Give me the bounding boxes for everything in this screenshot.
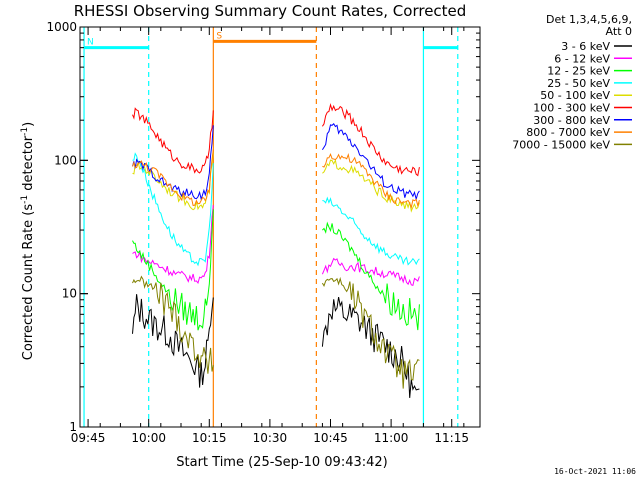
- series-4-segment-0: [132, 152, 214, 211]
- legend-label-1: 6 - 12 keV: [554, 52, 610, 65]
- x-axis-label: Start Time (25-Sep-10 09:43:42): [176, 455, 387, 470]
- x-tick-label-0: 09:45: [71, 431, 106, 445]
- legend-label-8: 7000 - 15000 keV: [512, 138, 610, 151]
- x-tick-label-3: 10:30: [253, 431, 288, 445]
- y-axis-label: Corrected Count Rate (s-1 detector-1): [20, 122, 36, 360]
- legend-label-2: 12 - 25 keV: [547, 65, 610, 78]
- axes: 1 10 100 1000 09:45 10:00 10:15 10:30 10:45 11:00…: [46, 20, 481, 445]
- series-1-segment-1: [321, 257, 420, 287]
- series-8: [132, 275, 420, 389]
- legend-header-attenuator: Att 0: [606, 25, 632, 38]
- legend-label-0: 3 - 6 keV: [561, 40, 610, 53]
- series-8-segment-1: [321, 276, 420, 389]
- y-tick-label-3: 1000: [46, 20, 77, 34]
- annotation-label-0: N: [87, 38, 94, 48]
- series-2-segment-1: [322, 221, 420, 331]
- series-5-segment-1: [321, 103, 420, 177]
- x-tick-label-4: 10:45: [313, 431, 348, 445]
- series-6-segment-1: [321, 123, 420, 202]
- series-3: [132, 152, 420, 267]
- series-5-segment-0: [132, 107, 214, 174]
- legend-label-3: 25 - 50 keV: [547, 77, 610, 90]
- series-1-segment-0: [132, 204, 214, 284]
- series-1: [132, 204, 420, 287]
- series-7-segment-1: [322, 152, 420, 210]
- chart-title: RHESSI Observing Summary Count Rates, Co…: [74, 2, 467, 20]
- series-0-segment-0: [132, 294, 214, 388]
- series-4-segment-1: [322, 158, 420, 213]
- series-5: [132, 103, 420, 177]
- plot-area: NS: [83, 27, 459, 427]
- series-6: [132, 123, 420, 202]
- legend-header-detectors: Det 1,3,4,5,6,9,: [546, 13, 632, 26]
- y-axis-label-sup2: -1: [20, 127, 30, 136]
- y-axis-label-suffix: ): [21, 122, 36, 127]
- render-timestamp: 16-Oct-2021 11:06: [554, 467, 636, 476]
- x-tick-label-2: 10:15: [192, 431, 227, 445]
- series-0-segment-1: [321, 297, 420, 398]
- series-7: [132, 149, 420, 210]
- y-axis-label-text: Corrected Count Rate (s-1 detector-1): [20, 122, 36, 360]
- x-tick-label-1: 10:00: [131, 431, 166, 445]
- y-tick-label-2: 100: [54, 153, 77, 167]
- legend-label-4: 50 - 100 keV: [540, 89, 610, 102]
- y-tick-label-0: 1: [69, 420, 77, 434]
- y-tick-label-1: 10: [62, 287, 77, 301]
- legend-label-6: 300 - 800 keV: [533, 114, 610, 127]
- legend-label-5: 100 - 300 keV: [533, 102, 610, 115]
- series-7-segment-0: [132, 149, 214, 207]
- series-3-segment-0: [132, 152, 214, 267]
- series-6-segment-0: [132, 125, 214, 201]
- series-8-segment-0: [132, 275, 214, 374]
- y-axis-label-mid: detector: [21, 135, 36, 195]
- y-axis-label-sup1: -1: [20, 195, 30, 204]
- legend-label-7: 800 - 7000 keV: [526, 126, 610, 139]
- y-axis-label-prefix: Corrected Count Rate (s: [21, 204, 36, 361]
- series-0: [132, 294, 420, 398]
- x-tick-label-6: 11:15: [434, 431, 469, 445]
- plot-frame: [79, 26, 481, 428]
- annotation-label-2: S: [216, 31, 222, 41]
- series-3-segment-1: [322, 196, 420, 266]
- x-tick-label-5: 11:00: [374, 431, 409, 445]
